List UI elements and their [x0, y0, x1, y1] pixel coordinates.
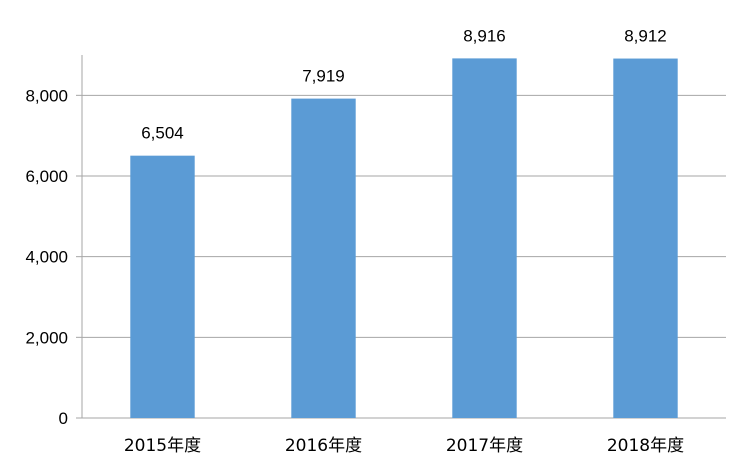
bar	[291, 98, 356, 418]
y-tick-label: 8,000	[25, 86, 68, 105]
y-tick-label: 0	[59, 409, 68, 428]
data-label: 8,912	[624, 27, 667, 46]
data-label: 8,916	[463, 26, 506, 45]
bar	[452, 58, 517, 418]
y-tick-label: 4,000	[25, 248, 68, 267]
x-tick-label: 2015年度	[124, 436, 201, 456]
data-label: 7,919	[302, 67, 345, 86]
bars	[130, 58, 678, 419]
bar	[130, 155, 195, 418]
x-tick-label: 2016年度	[285, 436, 362, 456]
bar	[613, 58, 678, 419]
x-tick-label: 2017年度	[446, 436, 523, 456]
y-tick-label: 6,000	[25, 167, 68, 186]
y-tick-label: 2,000	[25, 328, 68, 347]
data-label: 6,504	[141, 124, 184, 143]
labels: 0 2,000 4,000 6,000 8,000 6,504 2015年度 7,919 201…	[25, 26, 684, 456]
x-tick-label: 2018年度	[607, 436, 684, 456]
